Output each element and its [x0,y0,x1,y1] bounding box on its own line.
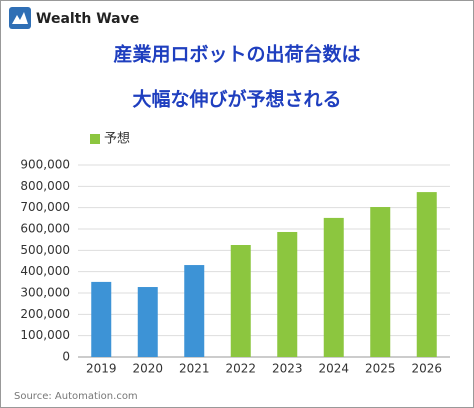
x-tick-label: 2021 [179,362,210,376]
bar [323,217,344,357]
y-tick-label: 900,000 [20,158,70,172]
x-tick-label: 2026 [411,362,442,376]
x-tick-label: 2022 [225,362,256,376]
y-tick-label: 500,000 [20,243,70,257]
x-tick-label: 2020 [132,362,163,376]
source: Source: Automation.com [14,391,138,402]
bar [184,265,205,357]
x-tick-label: 2023 [272,362,303,376]
logo-icon [9,7,31,29]
y-tick-label: 0 [62,350,70,364]
y-tick-label: 200,000 [20,307,70,321]
y-tick-label: 800,000 [20,179,70,193]
brand: Wealth Wave [36,11,139,27]
y-tick-label: 300,000 [20,286,70,300]
chart-title: 産業用ロボットの出荷台数は [113,43,360,66]
bar [137,287,158,357]
legend-label: 予想 [104,131,130,147]
bar [416,192,437,357]
y-tick-label: 100,000 [20,328,70,342]
bar [91,281,112,357]
bar [230,245,251,357]
bar [370,207,391,357]
x-tick-label: 2025 [365,362,396,376]
y-tick-label: 600,000 [20,222,70,236]
legend-swatch [90,134,100,144]
x-tick-label: 2019 [86,362,117,376]
y-tick-label: 700,000 [20,200,70,214]
chart-title: 大幅な伸びが予想される [132,88,341,111]
y-tick-label: 400,000 [20,264,70,278]
x-tick-label: 2024 [318,362,349,376]
logo-mark [12,12,28,24]
bar [277,231,298,357]
